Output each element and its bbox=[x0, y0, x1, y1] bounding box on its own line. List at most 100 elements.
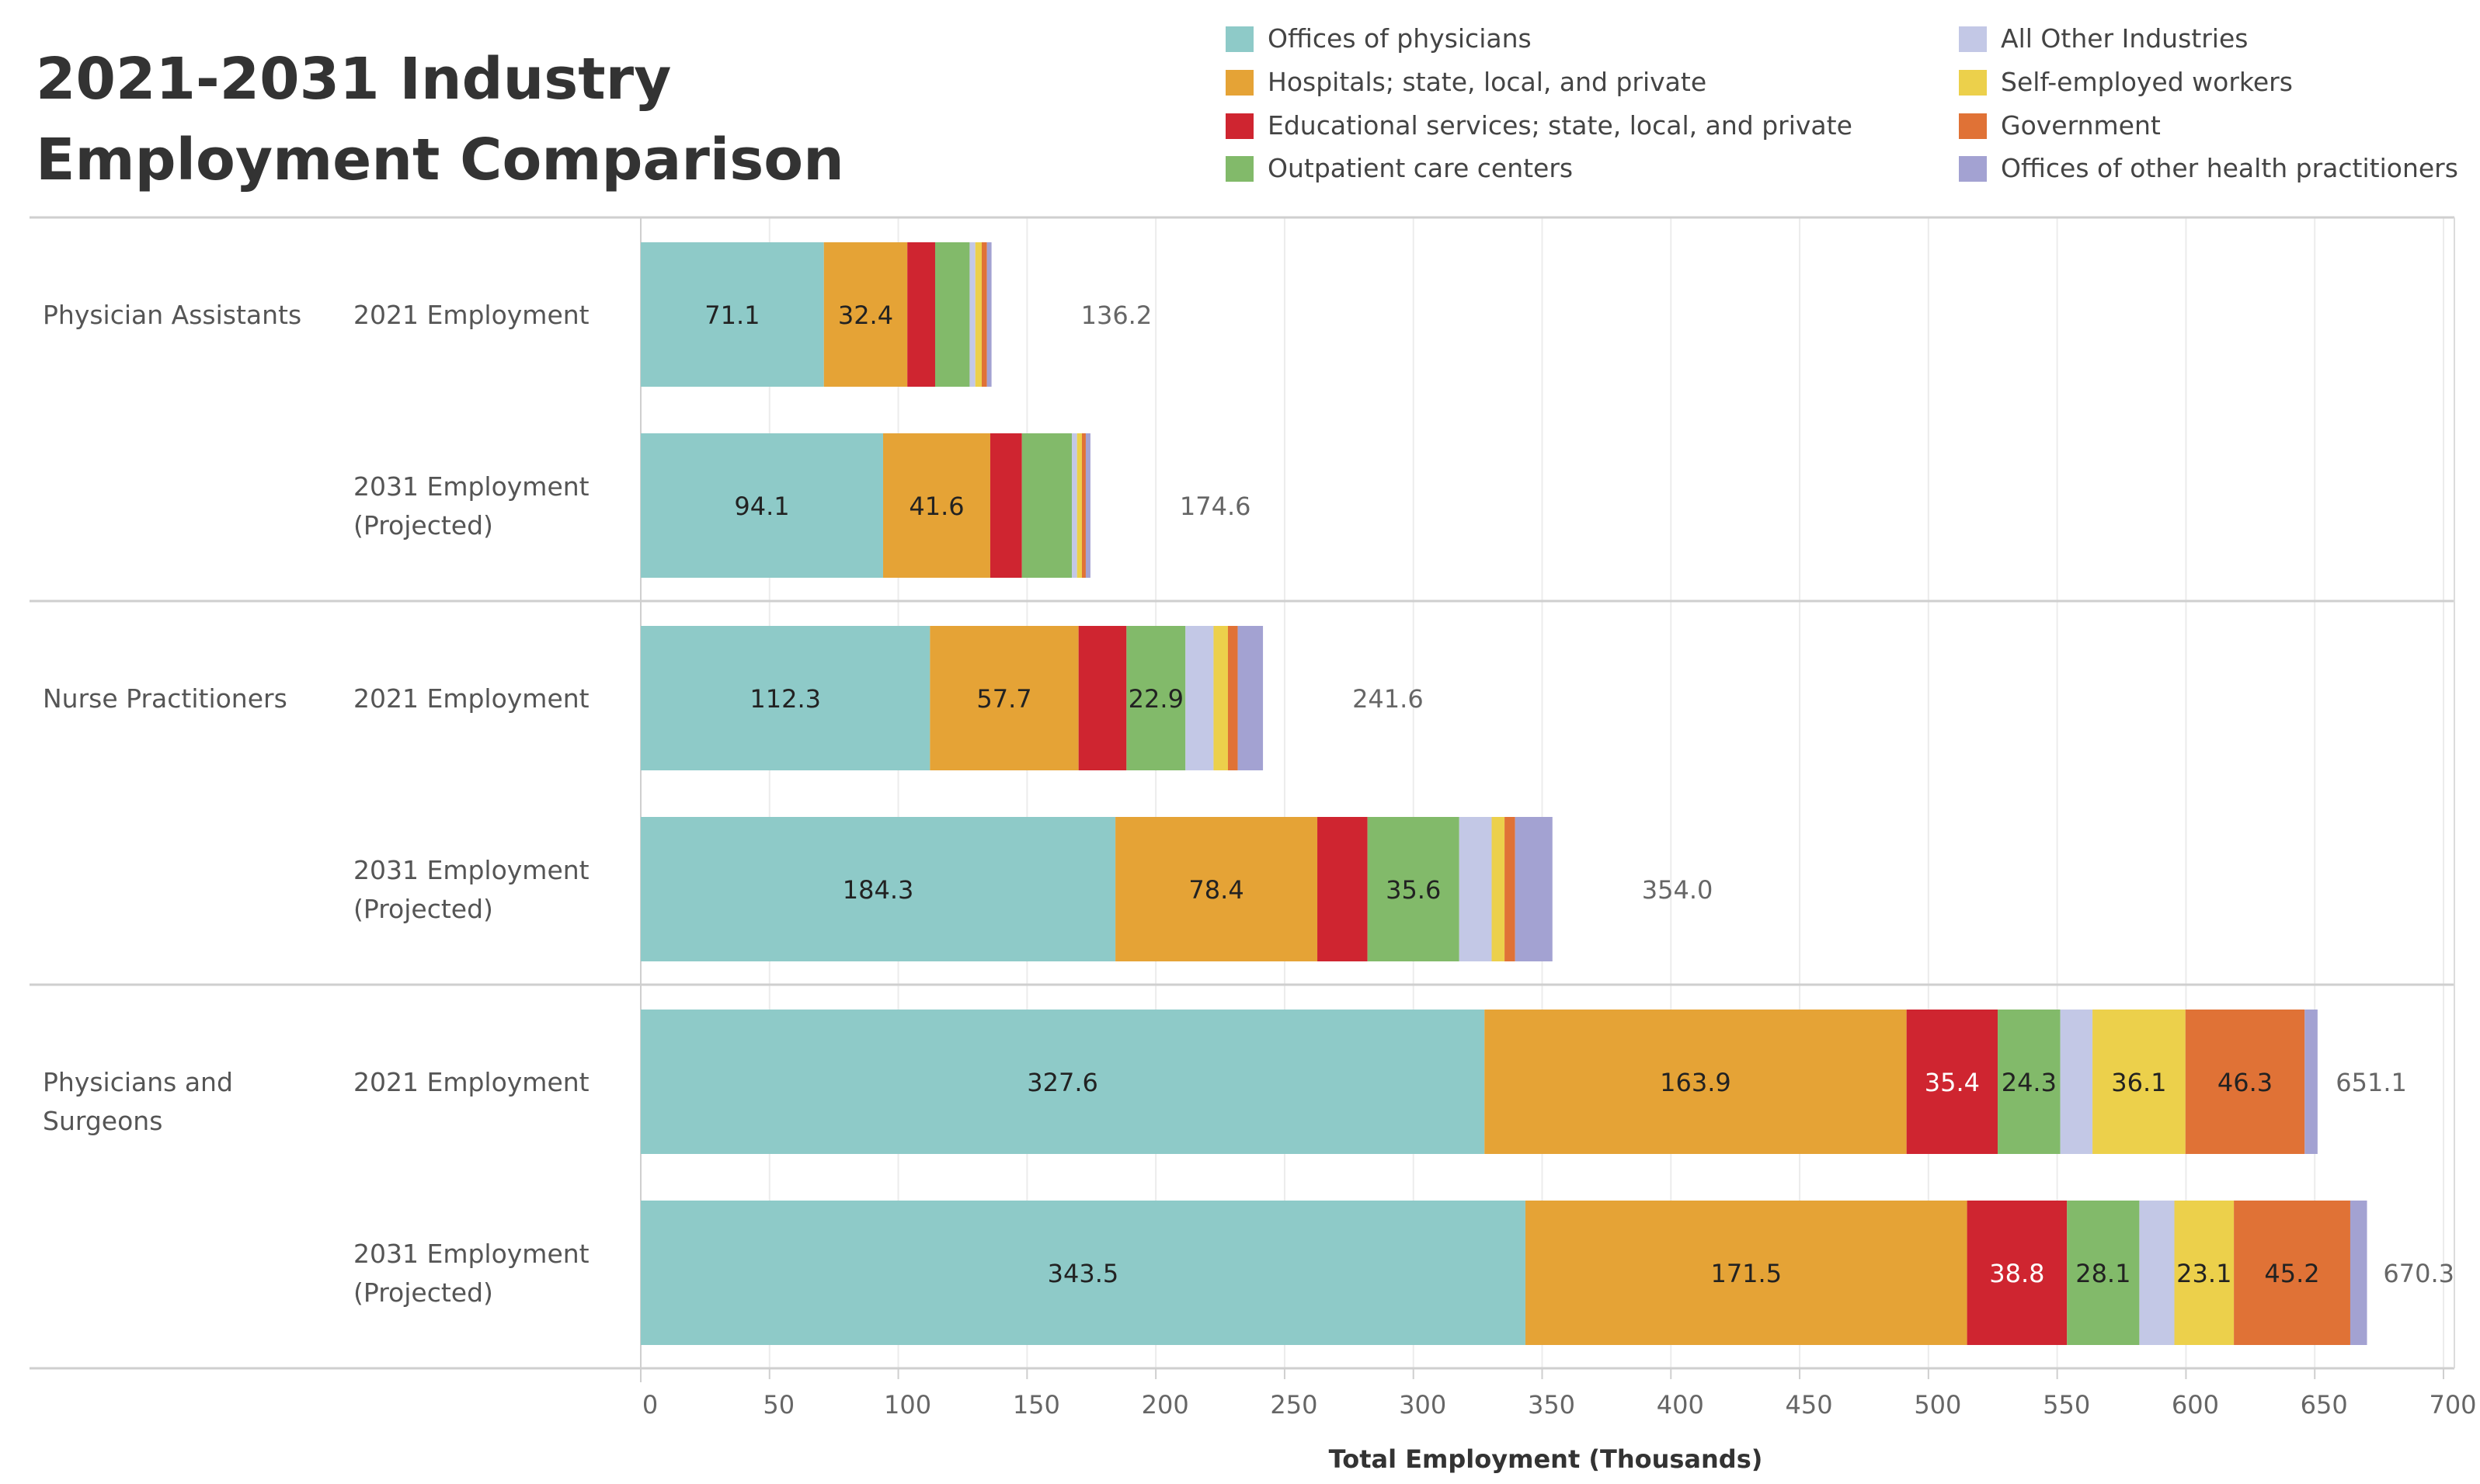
bar-segment bbox=[1967, 1201, 2068, 1345]
x-axis: 0 50 100 150 200 250 300 350 400 450 500 550 600 650 7… bbox=[640, 1368, 2477, 1474]
total-value-label: 670.3 bbox=[2383, 1259, 2454, 1288]
chart-title-line1: 2021-2031 Industry bbox=[36, 46, 672, 113]
row-label: 2021 Employment bbox=[353, 1067, 590, 1097]
legend-label: Offices of other health practitioners bbox=[2001, 153, 2458, 183]
row-label: 2021 Employment bbox=[353, 683, 590, 714]
x-axis-title: Total Employment (Thousands) bbox=[1329, 1444, 1763, 1474]
bar-segment bbox=[1491, 817, 1505, 961]
bar-segment bbox=[641, 1201, 1525, 1345]
bar-segment bbox=[990, 433, 1022, 578]
row-label-line: 2031 Employment bbox=[353, 1239, 590, 1269]
segment-value-label: 23.1 bbox=[2176, 1259, 2231, 1288]
legend-swatch bbox=[1226, 156, 1254, 182]
x-tick-label: 250 bbox=[1270, 1390, 1317, 1420]
bar-segment bbox=[2092, 1010, 2186, 1154]
bar-segment bbox=[2174, 1201, 2235, 1345]
bar-segment bbox=[641, 433, 884, 578]
segment-value-label: 32.4 bbox=[838, 301, 893, 330]
x-tick-label: 700 bbox=[2429, 1390, 2476, 1420]
segment-value-label: 163.9 bbox=[1660, 1068, 1731, 1097]
bar-segment bbox=[1515, 817, 1553, 961]
bar-segment bbox=[1525, 1201, 1967, 1345]
legend-swatch bbox=[1226, 70, 1254, 96]
bars: 71.1 32.4 136.2 94.1 41.6 174.6 112.3 57.7 22.9 2… bbox=[641, 242, 2454, 1345]
segment-value-label: 57.7 bbox=[976, 684, 1031, 714]
group-label-line: Nurse Practitioners bbox=[43, 683, 287, 714]
row-label-line: 2021 Employment bbox=[353, 300, 590, 330]
segment-value-label: 45.2 bbox=[2264, 1259, 2319, 1288]
bar-segment bbox=[986, 242, 992, 387]
total-value-label: 241.6 bbox=[1352, 684, 1424, 714]
bar-segment bbox=[1237, 626, 1264, 770]
row-label-line: (Projected) bbox=[353, 510, 493, 540]
bar-segment bbox=[1078, 626, 1127, 770]
x-tick-label: 650 bbox=[2301, 1390, 2348, 1420]
segment-value-label: 46.3 bbox=[2217, 1068, 2273, 1097]
bar-segment bbox=[969, 242, 976, 387]
bar-segment bbox=[2185, 1010, 2305, 1154]
legend-label: Educational services; state, local, and … bbox=[1268, 110, 1852, 141]
segment-value-label: 94.1 bbox=[734, 492, 789, 521]
segment-value-label: 38.8 bbox=[1989, 1259, 2044, 1288]
legend-label: Outpatient care centers bbox=[1268, 153, 1574, 183]
x-tick-label: 100 bbox=[884, 1390, 931, 1420]
bar-segment bbox=[2234, 1201, 2350, 1345]
x-tick-label: 500 bbox=[1914, 1390, 1961, 1420]
row-label-line: (Projected) bbox=[353, 894, 493, 924]
row-label-line: (Projected) bbox=[353, 1277, 493, 1308]
bar-segment bbox=[1077, 433, 1082, 578]
legend-swatch bbox=[1959, 156, 1987, 182]
bar-segment bbox=[2139, 1201, 2175, 1345]
total-value-label: 651.1 bbox=[2336, 1068, 2407, 1097]
legend-swatch bbox=[1226, 113, 1254, 139]
x-tick-label: 350 bbox=[1528, 1390, 1575, 1420]
segment-value-label: 184.3 bbox=[843, 875, 914, 905]
legend-swatch bbox=[1959, 70, 1987, 96]
bar-segment bbox=[823, 242, 908, 387]
chart-title: 2021-2031 Industry Employment Comparison bbox=[36, 39, 844, 200]
total-value-label: 174.6 bbox=[1180, 492, 1251, 521]
legend-label: All Other Industries bbox=[2001, 23, 2249, 54]
bar-segment bbox=[1906, 1010, 1998, 1154]
x-tick-label: 300 bbox=[1399, 1390, 1446, 1420]
bar-segment bbox=[907, 242, 935, 387]
bar-segment bbox=[641, 626, 930, 770]
bar-segment bbox=[1185, 626, 1214, 770]
x-tick-label: 450 bbox=[1786, 1390, 1833, 1420]
bar-segment bbox=[1021, 433, 1073, 578]
segment-value-label: 35.4 bbox=[1925, 1068, 1980, 1097]
bar-segment bbox=[2067, 1201, 2140, 1345]
bar-segment bbox=[1115, 817, 1318, 961]
bar-segment bbox=[1998, 1010, 2061, 1154]
total-value-label: 354.0 bbox=[1642, 875, 1713, 905]
x-tick-label: 50 bbox=[763, 1390, 795, 1420]
segment-value-label: 343.5 bbox=[1048, 1259, 1119, 1288]
segment-value-label: 71.1 bbox=[704, 301, 760, 330]
bar-segment bbox=[1072, 433, 1077, 578]
segment-value-label: 24.3 bbox=[2002, 1068, 2057, 1097]
x-tick-label: 600 bbox=[2172, 1390, 2219, 1420]
segment-value-label: 112.3 bbox=[750, 684, 821, 714]
bar-segment bbox=[883, 433, 990, 578]
segment-value-label: 41.6 bbox=[909, 492, 964, 521]
legend-label: Offices of physicians bbox=[1268, 23, 1532, 54]
row-label-line: 2031 Employment bbox=[353, 471, 590, 502]
bar-segment bbox=[641, 1010, 1485, 1154]
bar-segment bbox=[1459, 817, 1492, 961]
legend-label: Hospitals; state, local, and private bbox=[1268, 67, 1707, 97]
row-labels: Physician Assistants 2021 Employment 2031 … bbox=[43, 300, 590, 1308]
bar-segment bbox=[641, 242, 824, 387]
chart-title-line2: Employment Comparison bbox=[36, 127, 844, 193]
segment-value-label: 22.9 bbox=[1129, 684, 1184, 714]
bar-segment bbox=[1317, 817, 1368, 961]
legend-label: Self-employed workers bbox=[2001, 67, 2293, 97]
segment-value-label: 327.6 bbox=[1027, 1068, 1098, 1097]
bar-segment bbox=[930, 626, 1079, 770]
row-label: 2021 Employment bbox=[353, 300, 590, 330]
gridlines bbox=[640, 217, 2444, 1368]
bar-segment bbox=[2060, 1010, 2093, 1154]
legend-swatch bbox=[1226, 26, 1254, 52]
bar-segment bbox=[1081, 433, 1086, 578]
bar-segment bbox=[1227, 626, 1238, 770]
